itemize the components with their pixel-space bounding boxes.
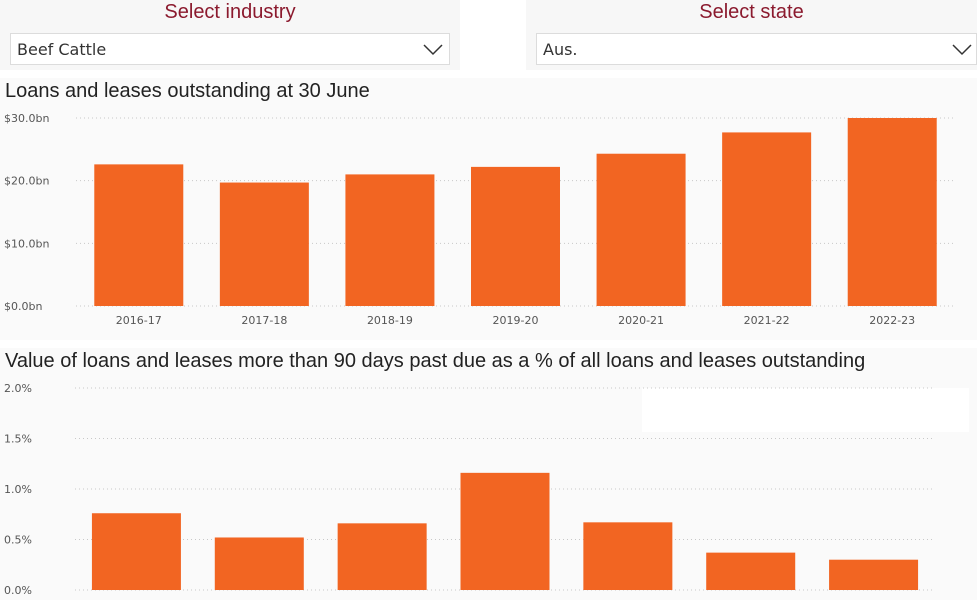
- bar-2018-19[interactable]: [345, 174, 435, 306]
- industry-slicer-title: Select industry: [164, 1, 296, 23]
- chart-title: Value of loans and leases more than 90 d…: [5, 350, 866, 372]
- bar-2016-17[interactable]: [91, 513, 181, 590]
- x-tick-label: 2022-23: [869, 314, 915, 327]
- x-tick-label: 2016-17: [116, 314, 162, 327]
- bar-2022-23[interactable]: [847, 118, 937, 306]
- state-dropdown[interactable]: Aus.: [536, 33, 977, 65]
- state-slicer: Select state Aus.: [526, 0, 977, 70]
- x-tick-label: 2020-21: [605, 598, 651, 600]
- x-tick-label: 2018-19: [367, 314, 413, 327]
- x-tick-label: 2021-22: [728, 598, 774, 600]
- loans-outstanding-panel: Loans and leases outstanding at 30 June …: [0, 78, 977, 340]
- bar-2017-18[interactable]: [219, 182, 309, 306]
- y-tick-label: $30.0bn: [4, 112, 49, 125]
- state-dropdown-value: Aus.: [543, 40, 578, 59]
- x-tick-label: 2019-20: [482, 598, 528, 600]
- bar-2016-17[interactable]: [94, 164, 184, 306]
- x-tick-label: 2021-22: [744, 314, 790, 327]
- past-due-chart: 0.0% 0.5% 1.0% 1.5% 2.0% 2016-17 2017-18 2018-1…: [4, 382, 935, 600]
- x-tick-label: 2016-17: [113, 598, 159, 600]
- industry-dropdown-value: Beef Cattle: [17, 40, 107, 59]
- bar-2019-20[interactable]: [471, 166, 560, 306]
- bar-2018-19[interactable]: [337, 523, 427, 590]
- y-tick-label: 0.5%: [4, 534, 32, 547]
- industry-dropdown[interactable]: Beef Cattle: [10, 33, 450, 65]
- bar-2017-18[interactable]: [214, 537, 304, 590]
- legend-placeholder: [642, 388, 969, 432]
- bar-2020-21[interactable]: [583, 522, 673, 590]
- bar-2021-22[interactable]: [706, 552, 796, 590]
- industry-slicer: Select industry Beef Cattle: [0, 0, 460, 70]
- x-tick-label: 2017-18: [241, 314, 287, 327]
- x-tick-label: 2020-21: [618, 314, 664, 327]
- y-tick-label: 1.5%: [4, 433, 32, 446]
- x-tick-label: 2022-23: [851, 598, 897, 600]
- chart-title: Loans and leases outstanding at 30 June: [5, 80, 370, 102]
- bar-2019-20[interactable]: [460, 472, 550, 590]
- bar-2022-23[interactable]: [829, 559, 919, 590]
- chevron-down-icon[interactable]: [952, 42, 972, 56]
- y-tick-label: $10.0bn: [4, 237, 49, 250]
- y-tick-label: 2.0%: [4, 382, 32, 395]
- loans-outstanding-chart: $0.0bn $10.0bn $20.0bn $30.0bn 2016-17 2017-1…: [4, 112, 955, 327]
- y-tick-label: 0.0%: [4, 584, 32, 597]
- x-tick-label: 2018-19: [359, 598, 405, 600]
- chevron-down-icon[interactable]: [423, 42, 443, 56]
- y-tick-label: $20.0bn: [4, 175, 49, 188]
- y-tick-label: $0.0bn: [4, 300, 42, 313]
- y-tick-label: 1.0%: [4, 483, 32, 496]
- bar-2021-22[interactable]: [722, 132, 812, 306]
- x-tick-label: 2019-20: [493, 314, 539, 327]
- bar-2020-21[interactable]: [596, 153, 686, 306]
- past-due-panel: Value of loans and leases more than 90 d…: [0, 348, 977, 600]
- x-tick-label: 2017-18: [236, 598, 282, 600]
- state-slicer-title: Select state: [699, 1, 804, 23]
